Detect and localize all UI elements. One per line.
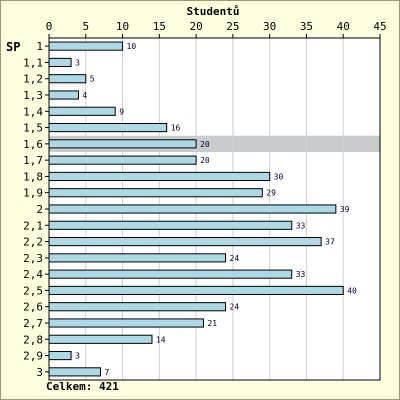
data-label: 24 (230, 254, 240, 263)
y-tick-label: 1,3 (23, 89, 43, 102)
y-tick-label: 1,7 (23, 154, 43, 167)
data-label: 5 (90, 75, 95, 84)
y-tick-label: 2,6 (23, 301, 43, 314)
bar (48, 334, 153, 344)
bar (48, 188, 263, 198)
bar (48, 106, 116, 116)
y-tick-label: 2,2 (23, 236, 43, 249)
bar (48, 253, 227, 263)
x-tick-label: 10 (116, 20, 129, 33)
plot-area: 0 5 10 15 20 25 30 35 40 45 1 10 1,1 3 1,2 5 1,3 4 1,4 9 1,5… (23, 20, 387, 381)
bar (48, 302, 227, 312)
data-label: 30 (274, 172, 284, 181)
y-tick-label: 2,5 (23, 284, 43, 297)
y-tick-label: 1,8 (23, 170, 43, 183)
x-tick-label: 35 (300, 20, 313, 33)
bar (48, 139, 197, 149)
y-tick-label: 3 (36, 366, 43, 379)
x-tick-label: 15 (153, 20, 166, 33)
bar (48, 57, 72, 68)
plot-border (48, 37, 381, 381)
bar (48, 269, 293, 279)
bar (48, 367, 101, 377)
chart-title: Studentů (187, 5, 240, 18)
data-label: 33 (296, 270, 306, 279)
data-label: 16 (171, 124, 181, 133)
data-label: 10 (127, 42, 137, 51)
y-tick-label: 1 (36, 40, 43, 53)
data-label: 7 (104, 368, 109, 377)
y-tick-label: 2,4 (23, 268, 43, 281)
data-label: 37 (325, 238, 335, 247)
bar (48, 285, 344, 296)
data-label: 4 (82, 91, 87, 100)
y-tick-label: 1,5 (23, 122, 43, 135)
data-label: 33 (296, 221, 306, 230)
bar (48, 220, 293, 230)
data-label: 40 (347, 286, 357, 295)
y-tick-label: 2,7 (23, 317, 43, 330)
y-axis-label: SP (6, 40, 20, 54)
data-label: 21 (207, 319, 217, 328)
y-tick-label: 2 (36, 203, 43, 216)
bar (48, 171, 271, 182)
bar (48, 155, 197, 165)
data-label: 39 (340, 205, 350, 214)
data-label: 20 (200, 140, 210, 149)
bar (48, 318, 204, 328)
y-tick-label: 1,9 (23, 187, 43, 200)
y-tick-label: 1,1 (23, 56, 43, 69)
bar (48, 237, 322, 247)
data-label: 24 (230, 303, 240, 312)
x-tick-label: 30 (263, 20, 276, 33)
y-tick-label: 2,8 (23, 333, 43, 346)
data-label: 20 (200, 156, 210, 165)
data-label: 9 (119, 107, 124, 116)
total-count: Celkem: 421 (46, 380, 119, 393)
y-tick-label: 1,6 (23, 138, 43, 151)
data-label: 14 (156, 335, 166, 344)
y-tick-label: 2,3 (23, 252, 43, 265)
y-tick-label: 1,4 (23, 105, 43, 118)
bar (48, 123, 168, 133)
x-tick-label: 20 (189, 20, 202, 33)
x-tick-label: 25 (226, 20, 239, 33)
bar (48, 351, 72, 361)
x-tick-label: 45 (373, 20, 386, 33)
y-tick-label: 1,2 (23, 73, 43, 86)
y-tick-label: 2,9 (23, 350, 43, 363)
data-label: 3 (75, 58, 80, 67)
bar (48, 74, 87, 84)
x-tick-label: 40 (337, 20, 350, 33)
x-tick-label: 0 (46, 20, 53, 33)
bar (48, 41, 124, 51)
bar (48, 90, 79, 100)
data-label: 29 (266, 189, 276, 198)
x-tick-label: 5 (82, 20, 89, 33)
data-label: 3 (75, 352, 80, 361)
y-tick-label: 2,1 (23, 219, 43, 232)
bar (48, 204, 337, 214)
